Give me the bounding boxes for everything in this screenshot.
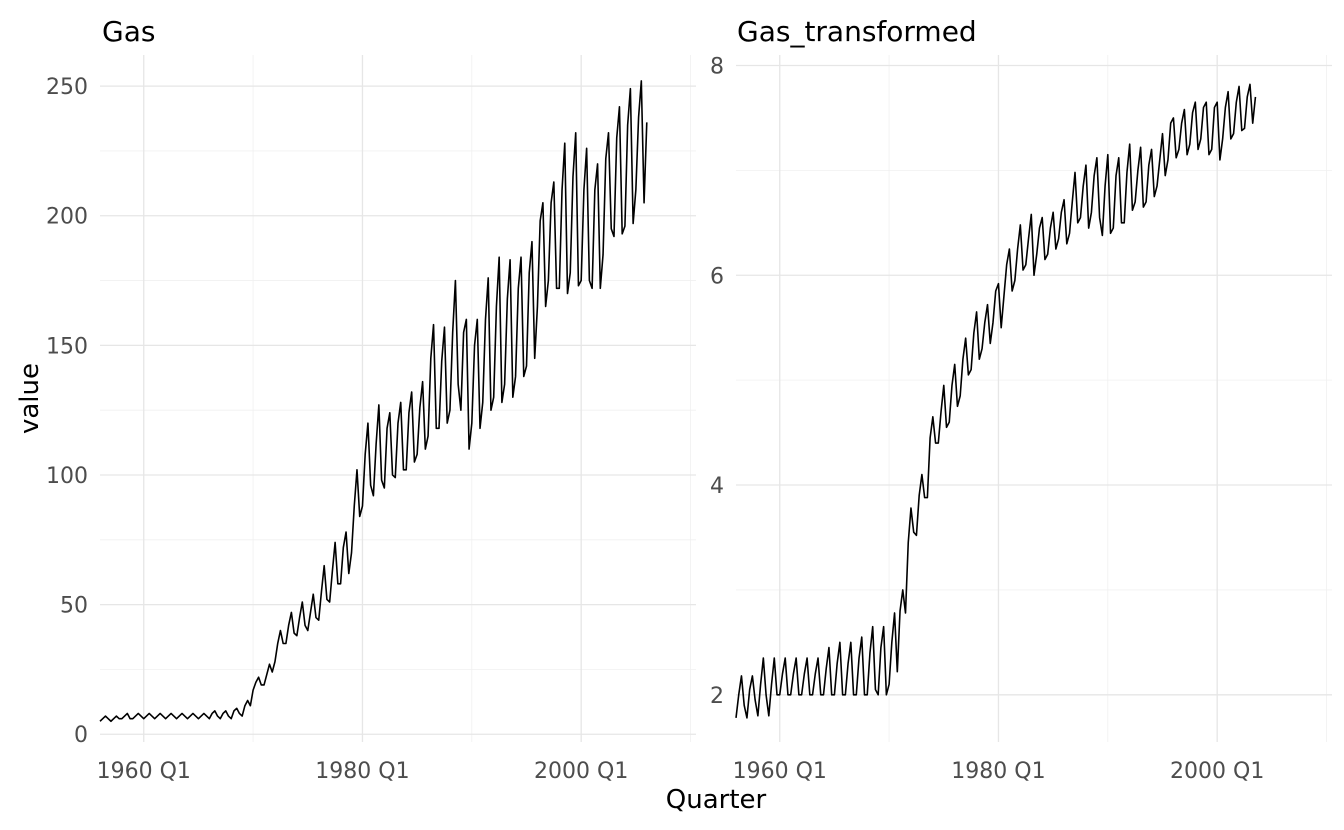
y-tick-label: 250 (46, 75, 88, 100)
panel-gas-transformed: 2 4 6 8 1960 Q1 1980 Q1 2000 Q1 Gas_transformed (710, 15, 1332, 784)
y-tick-label: 8 (710, 54, 724, 79)
y-tick-label: 50 (60, 594, 88, 619)
y-tick-label: 100 (46, 464, 88, 489)
y-tick-label: 2 (710, 684, 724, 709)
y-tick-label: 0 (74, 723, 88, 748)
x-tick-label: 1960 Q1 (733, 759, 827, 784)
x-axis-title: Quarter (666, 785, 767, 815)
x-tick-label: 1980 Q1 (951, 759, 1045, 784)
x-tick-label: 2000 Q1 (1170, 759, 1264, 784)
series-line (99, 80, 648, 723)
x-tick-label: 1960 Q1 (97, 759, 191, 784)
y-tick-label: 6 (710, 264, 724, 289)
y-axis-title: value (15, 363, 45, 434)
y-tick-label: 4 (710, 474, 724, 499)
x-tick-label: 2000 Q1 (534, 759, 628, 784)
y-tick-label: 200 (46, 205, 88, 230)
panel-title: Gas (102, 15, 155, 48)
x-tick-label: 1980 Q1 (315, 759, 409, 784)
panel-title: Gas_transformed (737, 15, 977, 48)
y-tick-label: 150 (46, 334, 88, 359)
series-line (735, 83, 1257, 719)
panel-gas: 0 50 100 150 200 250 1960 Q1 1980 Q1 2000 Q1 Gas v… (15, 15, 696, 784)
